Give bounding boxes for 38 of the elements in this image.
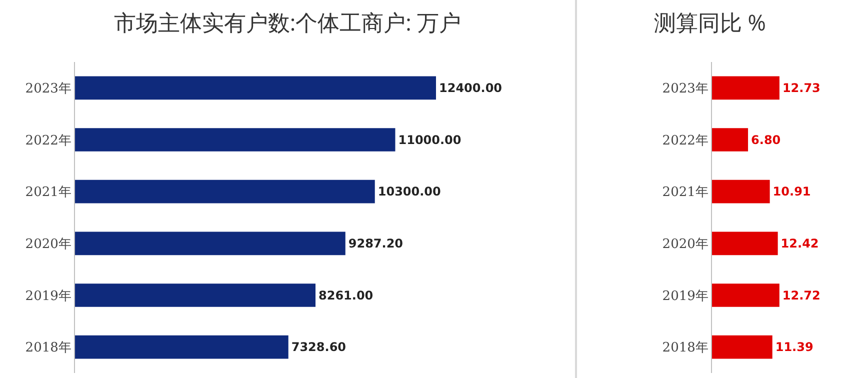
- bar: [712, 76, 780, 100]
- data-label: 12.42: [780, 236, 819, 250]
- y-tick-label: 2022年: [662, 133, 708, 148]
- data-label: 9287.20: [348, 236, 404, 250]
- bar: [712, 284, 780, 307]
- bar: [75, 284, 316, 307]
- bar: [75, 128, 396, 152]
- data-label: 8261.00: [318, 288, 374, 302]
- y-tick-label: 2020年: [25, 236, 72, 252]
- data-label: 12400.00: [439, 80, 502, 95]
- y-tick-label: 2019年: [25, 288, 72, 304]
- data-label: 10300.00: [378, 184, 441, 199]
- bar: [75, 180, 375, 204]
- chart-title: 市场主体实有户数:个体工商户: 万户: [114, 8, 462, 38]
- bar: [712, 335, 772, 359]
- y-tick-label: 2021年: [25, 185, 72, 200]
- y-tick-label: 2018年: [662, 340, 708, 356]
- data-label: 10.91: [772, 184, 811, 199]
- bar: [75, 232, 346, 256]
- data-label: 11.39: [775, 340, 814, 354]
- y-tick-label: 2020年: [662, 236, 708, 252]
- bar: [712, 180, 770, 204]
- bar: [75, 335, 288, 359]
- y-tick-label: 2022年: [25, 133, 72, 148]
- data-label: 11000.00: [398, 132, 462, 147]
- bar: [712, 128, 748, 152]
- y-tick-label: 2023年: [25, 81, 72, 96]
- y-tick-label: 2018年: [25, 340, 72, 356]
- y-tick-label: 2021年: [662, 185, 708, 200]
- data-label: 12.72: [782, 288, 820, 302]
- bar: [712, 232, 778, 256]
- data-label: 7328.60: [291, 340, 346, 354]
- y-tick-label: 2019年: [662, 288, 708, 304]
- data-label: 12.73: [782, 80, 820, 95]
- bar: [75, 76, 436, 100]
- chart-title: 测算同比 %: [654, 8, 766, 38]
- y-tick-label: 2023年: [662, 81, 708, 96]
- data-label: 6.80: [751, 132, 781, 147]
